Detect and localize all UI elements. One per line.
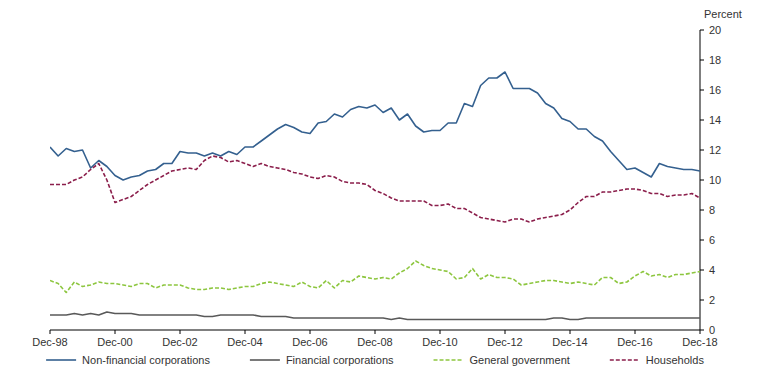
- y-tick-label: 6: [709, 234, 715, 246]
- x-tick-label: Dec-98: [32, 336, 67, 348]
- legend: Non-financial corporations Financial corp…: [46, 354, 704, 366]
- y-tick: [700, 240, 704, 241]
- y-tick-label: 16: [709, 84, 721, 96]
- x-tick-label: Dec-08: [357, 336, 392, 348]
- x-tick-label: Dec-16: [617, 336, 652, 348]
- series-line: [50, 72, 700, 180]
- series-line: [50, 261, 700, 293]
- y-tick-label: 12: [709, 144, 721, 156]
- y-tick: [700, 60, 704, 61]
- y-tick-label: 8: [709, 204, 715, 216]
- y-tick: [700, 330, 704, 331]
- series-line: [50, 156, 700, 222]
- x-tick: [635, 330, 636, 334]
- x-tick: [310, 330, 311, 334]
- x-tick: [570, 330, 571, 334]
- y-tick: [700, 270, 704, 271]
- y-tick: [700, 300, 704, 301]
- legend-item: General government: [434, 354, 570, 366]
- y-axis-label: Percent: [704, 8, 742, 20]
- legend-swatch: [250, 359, 280, 361]
- y-tick: [700, 120, 704, 121]
- x-tick-label: Dec-14: [552, 336, 587, 348]
- legend-item: Households: [610, 354, 705, 366]
- legend-swatch: [46, 359, 76, 361]
- legend-label: Non-financial corporations: [82, 354, 210, 366]
- y-tick: [700, 90, 704, 91]
- series-group: [50, 72, 700, 320]
- x-tick-label: Dec-10: [422, 336, 457, 348]
- y-tick: [700, 180, 704, 181]
- y-tick: [700, 150, 704, 151]
- y-tick-label: 14: [709, 114, 721, 126]
- y-tick-label: 4: [709, 264, 715, 276]
- legend-item: Non-financial corporations: [46, 354, 210, 366]
- x-tick: [505, 330, 506, 334]
- x-tick-label: Dec-00: [97, 336, 132, 348]
- x-tick-label: Dec-04: [227, 336, 262, 348]
- series-line: [50, 312, 700, 320]
- y-tick-label: 20: [709, 24, 721, 36]
- x-tick-label: Dec-02: [162, 336, 197, 348]
- y-tick-label: 18: [709, 54, 721, 66]
- x-tick-label: Dec-12: [487, 336, 522, 348]
- legend-label: Financial corporations: [286, 354, 394, 366]
- x-tick: [245, 330, 246, 334]
- x-tick-label: Dec-18: [682, 336, 717, 348]
- legend-item: Financial corporations: [250, 354, 394, 366]
- y-tick-label: 2: [709, 294, 715, 306]
- y-tick-label: 10: [709, 174, 721, 186]
- x-tick: [700, 330, 701, 334]
- x-tick: [440, 330, 441, 334]
- legend-label: Households: [646, 354, 705, 366]
- y-tick: [700, 30, 704, 31]
- x-tick-label: Dec-06: [292, 336, 327, 348]
- x-tick: [50, 330, 51, 334]
- chart: 0 2 4 6 8 10 12 14 16 18 20 Percent Dec-98 Dec-00 Dec-…: [0, 0, 757, 379]
- legend-label: General government: [470, 354, 570, 366]
- x-tick: [375, 330, 376, 334]
- y-tick: [700, 210, 704, 211]
- x-tick: [180, 330, 181, 334]
- legend-swatch: [610, 359, 640, 361]
- x-tick: [115, 330, 116, 334]
- y-tick-label: 0: [709, 324, 715, 336]
- legend-swatch: [434, 359, 464, 361]
